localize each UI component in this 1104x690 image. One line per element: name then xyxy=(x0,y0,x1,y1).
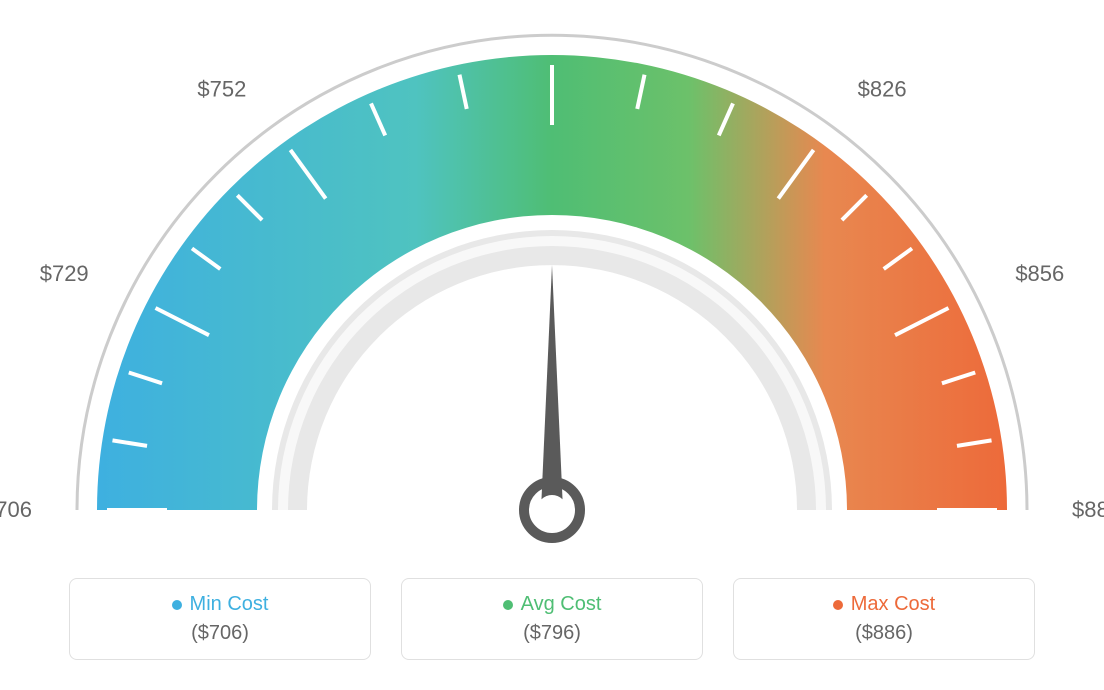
gauge-scale-label: $729 xyxy=(40,261,89,286)
legend-avg: Avg Cost ($796) xyxy=(401,578,703,660)
cost-gauge-chart: $706 $729 $752 $796 $826 $856 $886 Min Cost ($… xyxy=(0,0,1104,690)
gauge-scale-label: $826 xyxy=(858,76,907,101)
gauge-needle xyxy=(541,265,563,510)
gauge-scale-label: $796 xyxy=(528,0,577,2)
legend-min-value: ($706) xyxy=(191,622,249,645)
gauge-scale-label: $706 xyxy=(0,497,32,522)
legend-min: Min Cost ($706) xyxy=(69,578,371,660)
legend-min-label: Min Cost xyxy=(190,593,269,616)
gauge-scale-label: $886 xyxy=(1072,497,1104,522)
legend-max-label: Max Cost xyxy=(851,593,935,616)
legend-max: Max Cost ($886) xyxy=(733,578,1035,660)
legend-max-value: ($886) xyxy=(855,622,913,645)
legend-max-title: Max Cost xyxy=(833,593,935,616)
gauge-area: $706 $729 $752 $796 $826 $856 $886 xyxy=(0,0,1104,560)
gauge-needle-hub-inner xyxy=(537,495,567,525)
gauge-scale-label: $752 xyxy=(197,76,246,101)
gauge-scale-label: $856 xyxy=(1015,261,1064,286)
legend-min-title: Min Cost xyxy=(172,593,269,616)
legend-avg-dot xyxy=(503,600,513,610)
legend-row: Min Cost ($706) Avg Cost ($796) Max Cost… xyxy=(0,578,1104,660)
legend-avg-title: Avg Cost xyxy=(503,593,602,616)
legend-max-dot xyxy=(833,600,843,610)
legend-min-dot xyxy=(172,600,182,610)
legend-avg-label: Avg Cost xyxy=(521,593,602,616)
legend-avg-value: ($796) xyxy=(523,622,581,645)
gauge-svg: $706 $729 $752 $796 $826 $856 $886 xyxy=(0,0,1104,560)
